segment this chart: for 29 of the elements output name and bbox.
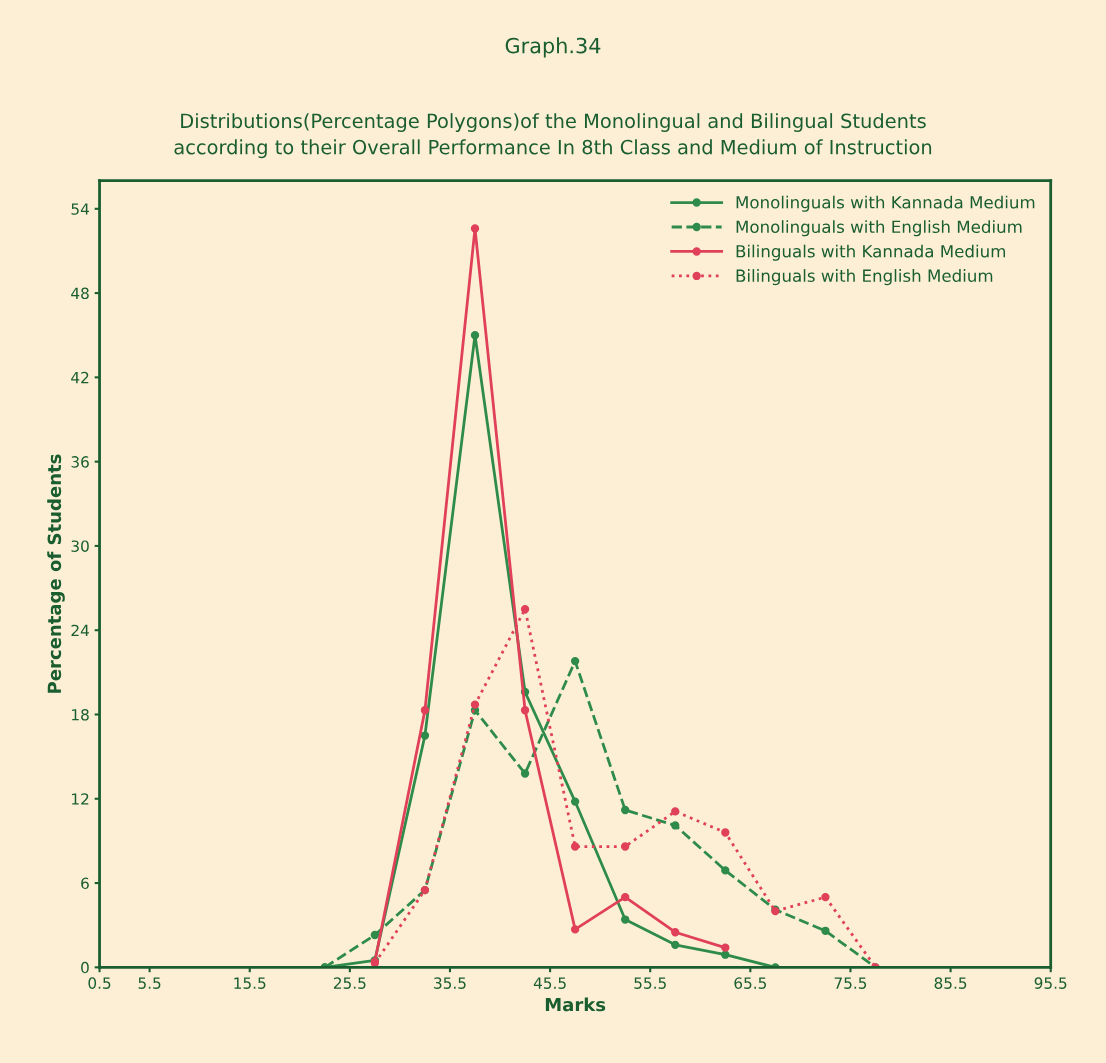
chart-subtitle: Distributions(Percentage Polygons)of the Monolingual and Bilingual Students according to their Overall Performance In 8th Class and Medium of Instruction bbox=[174, 113, 932, 159]
x-tick-label: 5.5 bbox=[138, 977, 161, 989]
x-tick-label: 55.5 bbox=[634, 977, 666, 989]
y-tick-label: 30 bbox=[71, 540, 89, 552]
legend-label: Bilinguals with Kannada Medium bbox=[736, 244, 1006, 261]
legend-label: Monolinguals with Kannada Medium bbox=[736, 195, 1035, 212]
x-tick-label: 75.5 bbox=[834, 977, 867, 989]
x-tick-label: 45.5 bbox=[533, 977, 566, 989]
y-tick-label: 18 bbox=[72, 708, 89, 721]
legend-label: Bilinguals with English Medium bbox=[736, 269, 993, 286]
y-tick-label: 54 bbox=[71, 203, 89, 215]
x-tick-label: 15.5 bbox=[234, 977, 266, 989]
y-tick-label: 0 bbox=[81, 961, 89, 974]
y-tick-label: 36 bbox=[71, 456, 89, 468]
x-tick-label: 25.5 bbox=[333, 977, 366, 989]
y-tick-label: 24 bbox=[71, 624, 89, 637]
x-tick-label: 0.5 bbox=[88, 977, 111, 989]
y-tick-label: 48 bbox=[71, 287, 89, 300]
y-tick-label: 42 bbox=[71, 371, 89, 384]
x-axis-title: Marks bbox=[545, 997, 606, 1012]
y-tick-label: 12 bbox=[72, 793, 89, 805]
legend-label: Monolinguals with English Medium bbox=[736, 220, 1022, 237]
x-tick-label: 65.5 bbox=[734, 977, 767, 989]
y-tick-label: 6 bbox=[81, 877, 89, 890]
x-tick-label: 85.5 bbox=[934, 977, 967, 989]
x-tick-label: 35.5 bbox=[434, 977, 466, 989]
y-axis-title: Percentage of Students bbox=[47, 454, 65, 693]
x-tick-label: 95.5 bbox=[1034, 977, 1067, 989]
chart-title: Graph.34 bbox=[505, 37, 601, 58]
